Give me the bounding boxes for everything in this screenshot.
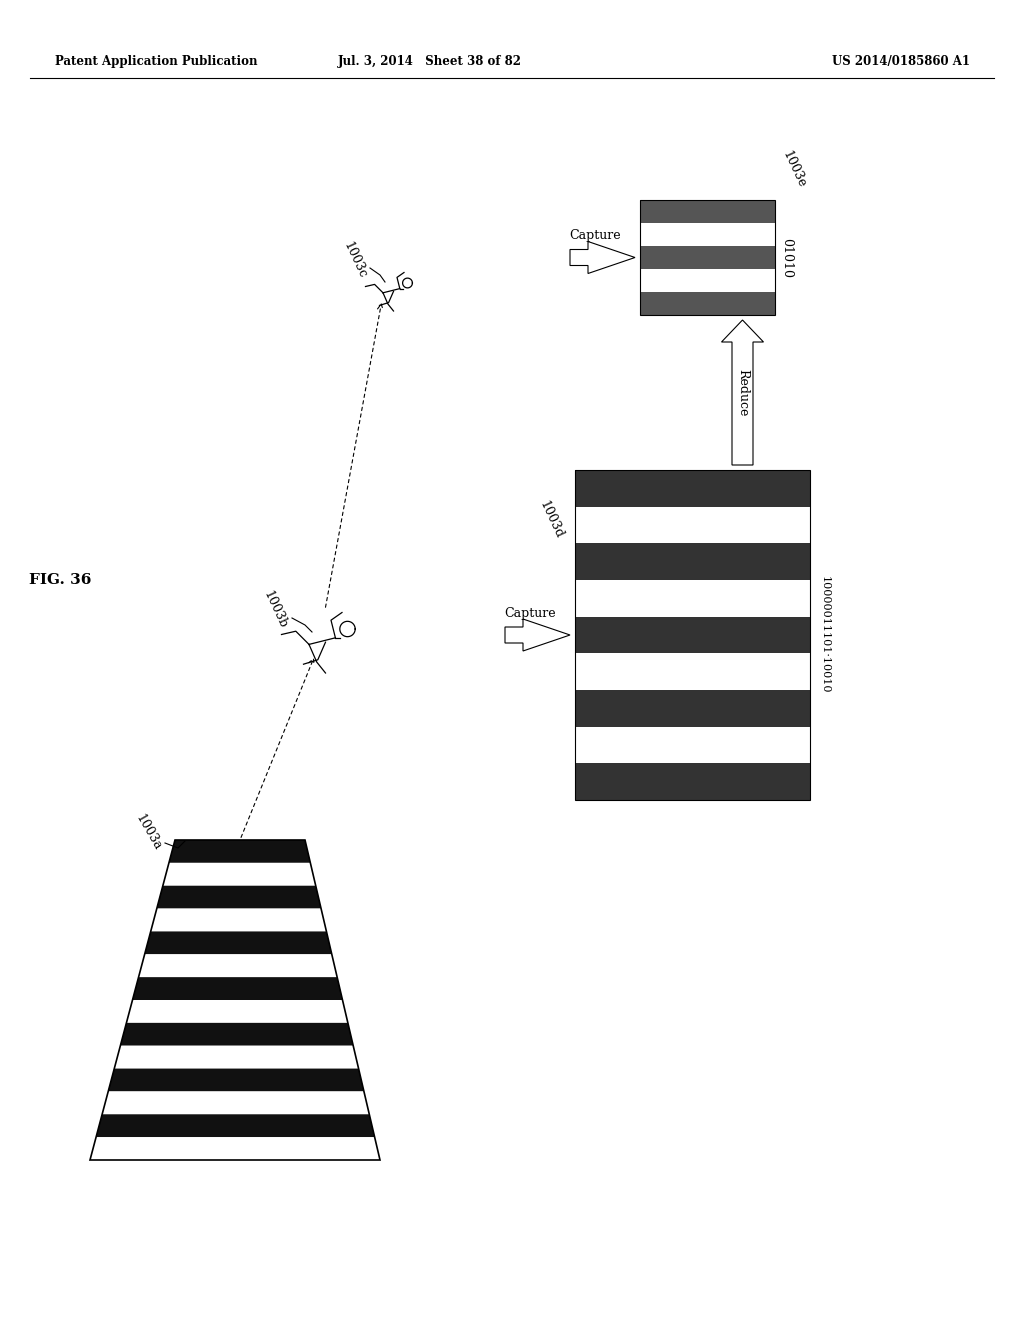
- Polygon shape: [121, 1023, 353, 1045]
- Polygon shape: [640, 201, 775, 223]
- Polygon shape: [138, 954, 337, 977]
- Polygon shape: [109, 1069, 364, 1092]
- Text: Reduce: Reduce: [736, 368, 749, 416]
- Polygon shape: [115, 1045, 358, 1069]
- Polygon shape: [570, 242, 635, 273]
- Polygon shape: [163, 863, 315, 886]
- Polygon shape: [640, 246, 775, 269]
- Polygon shape: [640, 223, 775, 246]
- Polygon shape: [132, 977, 342, 1001]
- Polygon shape: [505, 619, 570, 651]
- Text: FIG. 36: FIG. 36: [29, 573, 91, 587]
- Text: 1003b: 1003b: [261, 589, 290, 631]
- Polygon shape: [575, 579, 810, 616]
- Polygon shape: [575, 727, 810, 763]
- Polygon shape: [575, 470, 810, 507]
- Text: 10000011101·10010: 10000011101·10010: [820, 577, 830, 694]
- Text: 1003c: 1003c: [341, 239, 369, 280]
- Polygon shape: [90, 1137, 380, 1160]
- Polygon shape: [575, 616, 810, 653]
- Text: Jul. 3, 2014   Sheet 38 of 82: Jul. 3, 2014 Sheet 38 of 82: [338, 55, 522, 69]
- Polygon shape: [722, 319, 764, 465]
- Polygon shape: [640, 269, 775, 292]
- Polygon shape: [96, 1114, 375, 1137]
- Polygon shape: [102, 1092, 370, 1114]
- Polygon shape: [640, 292, 775, 315]
- Text: Capture: Capture: [504, 606, 556, 619]
- Text: Patent Application Publication: Patent Application Publication: [55, 55, 257, 69]
- Text: 1003e: 1003e: [780, 149, 808, 190]
- Polygon shape: [144, 932, 332, 954]
- Polygon shape: [169, 840, 310, 863]
- Polygon shape: [575, 653, 810, 690]
- Polygon shape: [126, 1001, 348, 1023]
- Polygon shape: [575, 544, 810, 579]
- Text: 01010: 01010: [780, 238, 794, 277]
- Text: 1003d: 1003d: [537, 499, 565, 541]
- Text: Capture: Capture: [569, 228, 621, 242]
- Text: 1003a: 1003a: [132, 812, 164, 853]
- Polygon shape: [151, 908, 327, 932]
- Polygon shape: [575, 507, 810, 544]
- Polygon shape: [157, 886, 322, 908]
- Polygon shape: [575, 763, 810, 800]
- Polygon shape: [575, 690, 810, 727]
- Text: US 2014/0185860 A1: US 2014/0185860 A1: [831, 55, 970, 69]
